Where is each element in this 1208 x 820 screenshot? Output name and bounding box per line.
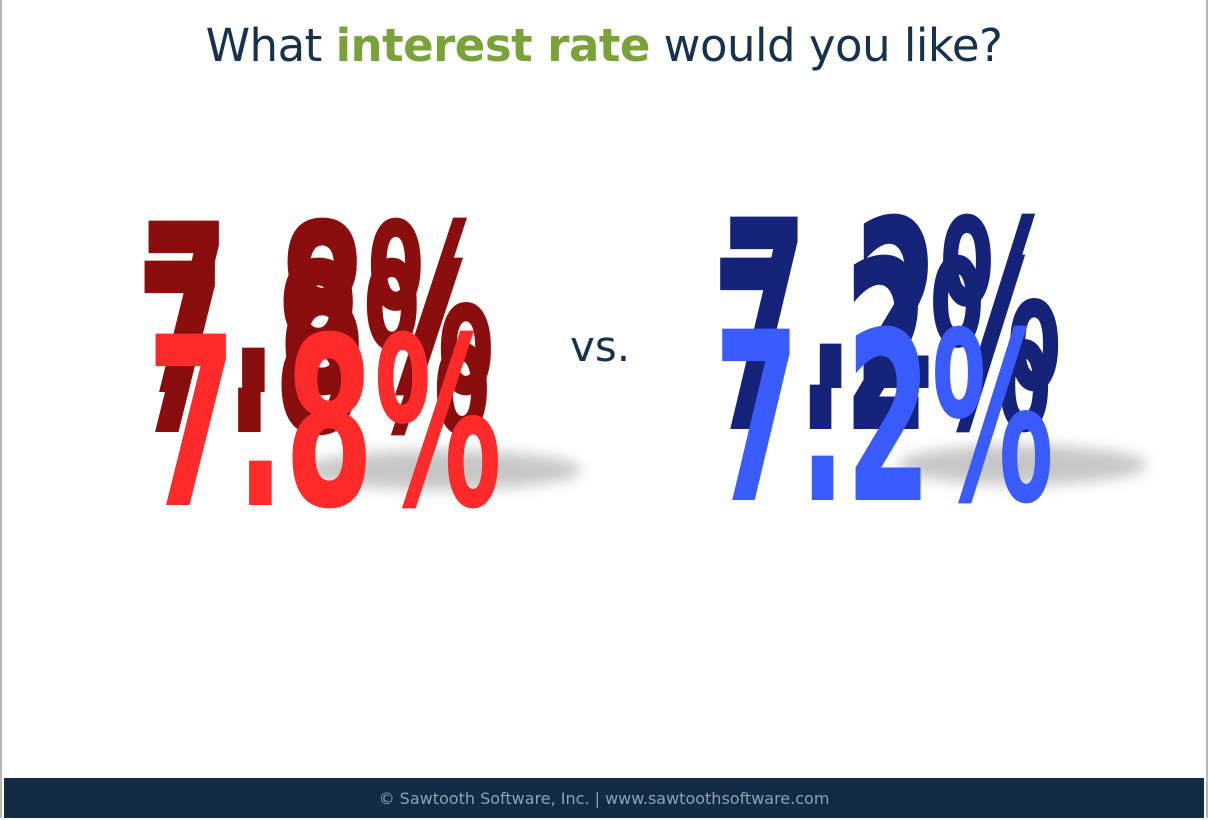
- blue-rate-depth-1: 7.2%: [722, 171, 1062, 444]
- option-blue-rate: 7.2% 7.2% 7.2%: [712, 171, 1062, 556]
- red-rate-value: 7.8%: [147, 288, 502, 561]
- blue-rate-value: 7.2%: [714, 283, 1054, 556]
- slide-title: What interest rate would you like?: [2, 14, 1206, 78]
- title-prefix: What: [205, 19, 336, 72]
- blue-rate-shadow: [897, 445, 1147, 485]
- title-accent: interest rate: [335, 19, 651, 72]
- red-rate-depth-2: 7.8%: [136, 215, 491, 488]
- red-rate-depth-1: 7.8%: [140, 175, 495, 448]
- option-red-rate: 7.8% 7.8% 7.8%: [136, 175, 502, 561]
- title-suffix: would you like?: [649, 19, 1003, 72]
- red-rate-shadow: [302, 450, 582, 490]
- blue-rate-depth-2: 7.2%: [712, 212, 1052, 485]
- versus-label: vs.: [570, 322, 631, 371]
- footer-copyright: © Sawtooth Software, Inc. | www.sawtooth…: [4, 778, 1204, 818]
